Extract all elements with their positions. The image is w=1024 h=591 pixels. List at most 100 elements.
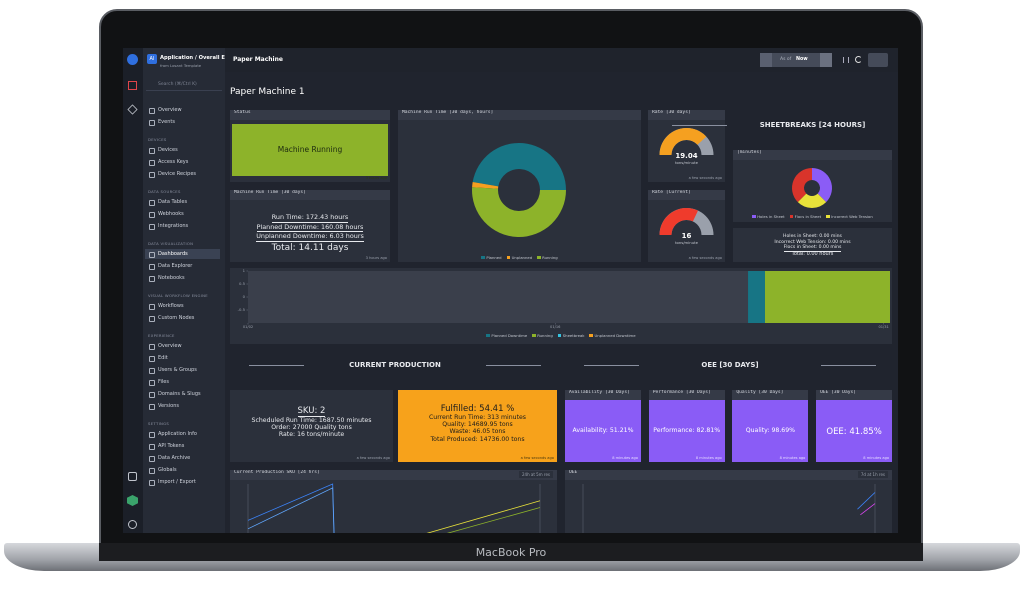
pie-slice: [472, 143, 566, 190]
run-time-text: Run Time: 172.43 hours Planned Downtime:…: [230, 200, 390, 253]
icon-rail: [123, 48, 143, 533]
app-title[interactable]: Application / Overall E...: [160, 55, 231, 61]
laptop-label: MacBook Pro: [475, 546, 547, 559]
nav-item[interactable]: Access Keys: [145, 157, 220, 167]
section-title: SHEETBREAKS [24 HOURS]: [759, 121, 866, 129]
sidebar: [143, 48, 225, 533]
nav-item[interactable]: Integrations: [145, 221, 220, 231]
nav-item[interactable]: Versions: [145, 401, 220, 411]
oee-box: Performance [30 Days] Performance: 82.81%…: [648, 390, 725, 462]
pie-slice: [792, 168, 812, 203]
y-tick-label: 0.5: [239, 281, 246, 286]
x-tick-label: 01/02: [243, 325, 253, 329]
gauge-unit: tons/minute: [675, 240, 699, 245]
sku-line: Rate: 16 tons/minute: [278, 431, 345, 439]
legend: Planned Downtime Running Sheetbreak Unplann…: [230, 333, 892, 338]
time-forward[interactable]: [820, 53, 832, 67]
legend-swatch: [486, 333, 490, 338]
app-icon[interactable]: [128, 81, 137, 90]
x-tick-label: 01/31: [878, 325, 888, 329]
status-card: Status Machine Running 3 hours ago: [230, 110, 390, 182]
nav-item[interactable]: Data Archive: [145, 453, 220, 463]
data-line: [426, 500, 541, 533]
nav-heading: DATA SOURCES: [148, 189, 181, 194]
gauge-label: 19.04: [675, 152, 697, 160]
nav-item[interactable]: Domains & Slugs: [145, 389, 220, 399]
nav-item[interactable]: Data Explorer: [145, 261, 220, 271]
help-icon[interactable]: [128, 520, 137, 529]
rate-card: Rate [30 days] 19.04 tons/minute a few se…: [648, 110, 725, 182]
summary-line: Incorrect Web Tension: 0.00 mins: [774, 239, 851, 245]
nav-item[interactable]: Device Recipes: [145, 169, 220, 179]
app-subtitle: from Losant Template: [160, 63, 202, 68]
legend-label: Planned Downtime: [491, 333, 528, 338]
card-header: Machine Run Time [30 days]: [230, 190, 390, 200]
cube-icon[interactable]: [127, 104, 138, 115]
legend-item: Planned Downtime: [486, 333, 527, 338]
legend-swatch: [557, 333, 562, 338]
legend-item: Unplanned Downtime: [589, 333, 636, 338]
nav-item[interactable]: Files: [145, 377, 220, 387]
section-heading: OEE [30 DAYS]: [584, 361, 876, 369]
time-back[interactable]: [760, 53, 772, 67]
status-value: Machine Running: [232, 124, 388, 176]
nav-item[interactable]: Devices: [145, 145, 220, 155]
app-badge: AI: [147, 54, 157, 64]
card-header: Rate [30 days]: [648, 110, 725, 120]
legend-item: Unplanned: [506, 255, 532, 260]
legend: Planned Unplanned Running: [398, 255, 641, 260]
legend-label: Holes in Sheet: [757, 214, 785, 219]
nav-item[interactable]: Application Info: [145, 429, 220, 439]
plugin-icon[interactable]: [127, 495, 138, 506]
settings-button[interactable]: [868, 53, 888, 67]
nav-item[interactable]: Globals: [145, 465, 220, 475]
card-header: Machine Run Time [30 days, hours]: [398, 110, 641, 120]
legend-swatch: [481, 255, 485, 260]
nav-item[interactable]: Data Tables: [145, 197, 220, 207]
fulfilled-card: Fulfilled: 54.41 % Current Run Time: 313…: [398, 390, 557, 462]
nav-item[interactable]: Custom Nodes: [145, 313, 220, 323]
nav-item[interactable]: Users & Groups: [145, 365, 220, 375]
resolution[interactable]: 24h at 5m res: [518, 471, 553, 478]
nav-heading: EXPERIENCE: [148, 333, 175, 338]
nav-item[interactable]: Overview: [145, 341, 220, 351]
updated-time: a few seconds ago: [688, 256, 722, 260]
time-value[interactable]: Now: [796, 57, 808, 62]
legend-swatch: [789, 214, 794, 219]
nav-item[interactable]: Dashboards: [145, 249, 220, 259]
updated-time: 8 minutes ago: [695, 456, 722, 460]
nav-item[interactable]: Import / Export: [145, 477, 220, 487]
nav-item[interactable]: Notebooks: [145, 273, 220, 283]
legend-label: Sheetbreak: [562, 333, 585, 338]
legend-item: Running: [537, 255, 558, 260]
pause-icon[interactable]: [843, 57, 849, 63]
card-header: Performance [30 Days]: [648, 390, 725, 400]
summary-total: Total: 0.00 hours: [791, 250, 834, 257]
nav-item[interactable]: Webhooks: [145, 209, 220, 219]
time-control[interactable]: As of Now: [760, 53, 832, 67]
legend-item: Planned: [481, 255, 502, 260]
nav-item[interactable]: API Tokens: [145, 441, 220, 451]
gauge-label: 16: [682, 232, 692, 240]
run-time-line: Unplanned Downtime: 6.03 hours: [256, 232, 364, 242]
pie-slice: [797, 193, 827, 208]
nav-item[interactable]: Overview: [145, 105, 220, 115]
as-of-label: As of: [780, 57, 792, 62]
logo-icon[interactable]: [127, 54, 138, 65]
run-time-line: Run Time: 172.43 hours: [271, 213, 349, 223]
legend-item: Holes in Sheet: [752, 214, 785, 219]
refresh-icon[interactable]: [855, 56, 862, 63]
oee-value: Quality: 98.69%: [745, 427, 796, 434]
resolution[interactable]: 7d at 1h res: [857, 471, 888, 478]
search-box[interactable]: Search (⌘/Ctrl K): [146, 79, 222, 91]
nav-item[interactable]: Events: [145, 117, 220, 127]
nav-item[interactable]: Edit: [145, 353, 220, 363]
nav-item[interactable]: Workflows: [145, 301, 220, 311]
legend-swatch: [506, 255, 511, 260]
data-line: [247, 483, 335, 533]
screen: AI Application / Overall E... from Losan…: [123, 48, 898, 533]
card-header: Quality [30 Days]: [732, 390, 809, 400]
tools-icon[interactable]: [128, 472, 137, 481]
